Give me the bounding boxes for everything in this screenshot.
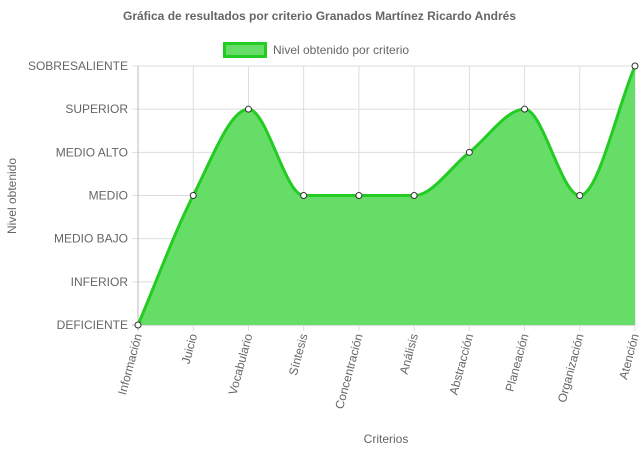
data-point[interactable]	[410, 192, 418, 199]
data-point[interactable]	[465, 148, 473, 156]
data-point[interactable]	[576, 192, 584, 199]
y-tick-label: DEFICIENTE	[57, 318, 128, 332]
chart-title: Gráfica de resultados por criterio Grana…	[123, 9, 516, 23]
data-point[interactable]	[189, 192, 197, 199]
x-tick-label: Vocabulario	[226, 332, 256, 397]
data-point[interactable]	[134, 321, 142, 329]
y-tick-label: MEDIO	[89, 189, 128, 203]
data-point[interactable]	[631, 62, 639, 70]
legend-swatch	[223, 42, 267, 58]
y-tick-label: SUPERIOR	[65, 102, 128, 116]
x-axis-title: Criterios	[363, 432, 409, 446]
series-line	[136, 65, 637, 326]
data-point[interactable]	[244, 105, 252, 113]
legend[interactable]: Nivel obtenido por criterio	[223, 42, 409, 58]
x-tick-label: Concentración	[332, 332, 366, 410]
x-tick-label: Planeación	[503, 332, 532, 393]
x-tick-label: Abstracción	[446, 332, 476, 396]
y-tick-label: MEDIO BAJO	[54, 232, 128, 246]
x-tick-label: Análisis	[397, 332, 421, 376]
y-tick-label: INFERIOR	[71, 275, 129, 289]
data-point[interactable]	[300, 192, 308, 199]
y-tick-label: MEDIO ALTO	[56, 145, 128, 159]
x-tick-label: Organización	[555, 332, 587, 404]
x-tick-label: Síntesis	[286, 332, 311, 377]
y-tick-label: SOBRESALIENTE	[28, 59, 128, 73]
data-point[interactable]	[355, 192, 363, 199]
x-tick-label: Juicio	[179, 332, 201, 366]
data-point[interactable]	[521, 105, 529, 113]
x-tick-label: Información	[115, 332, 145, 396]
x-tick-label: Atención	[616, 332, 639, 381]
legend-label: Nivel obtenido por criterio	[273, 43, 410, 57]
